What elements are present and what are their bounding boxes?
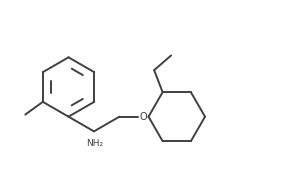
Text: O: O: [140, 112, 147, 122]
Text: NH₂: NH₂: [86, 139, 103, 148]
